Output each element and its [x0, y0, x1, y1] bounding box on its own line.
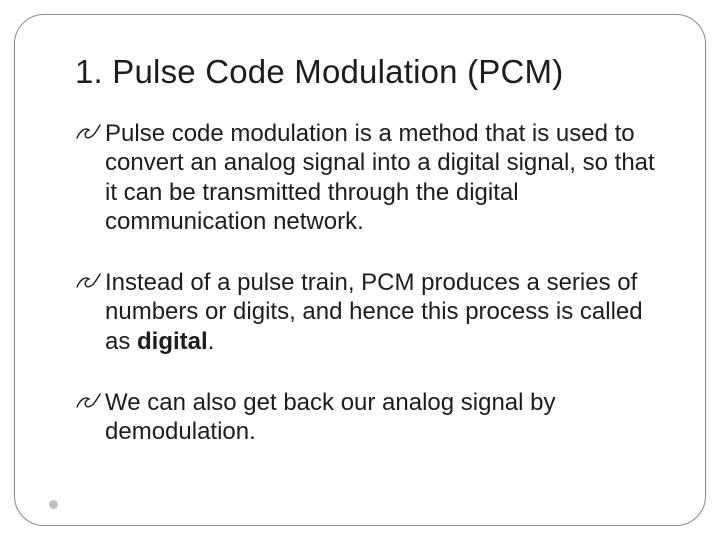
footer-dot-icon [49, 500, 58, 509]
bullet-item: Instead of a pulse train, PCM produces a… [75, 268, 657, 356]
bullet-item: We can also get back our analog signal b… [75, 388, 657, 447]
bullet-item: Pulse code modulation is a method that i… [75, 119, 657, 236]
slide-title: 1. Pulse Code Modulation (PCM) [75, 53, 657, 91]
bullet-text-suffix: . [208, 328, 215, 355]
flourish-icon [75, 271, 101, 293]
slide-frame: 1. Pulse Code Modulation (PCM) Pulse cod… [14, 14, 706, 526]
bullet-text-bold: digital [137, 328, 208, 355]
flourish-icon [75, 122, 101, 144]
bullet-text: Pulse code modulation is a method that i… [105, 120, 655, 235]
bullet-text: We can also get back our analog signal b… [105, 389, 556, 445]
flourish-icon [75, 391, 101, 413]
